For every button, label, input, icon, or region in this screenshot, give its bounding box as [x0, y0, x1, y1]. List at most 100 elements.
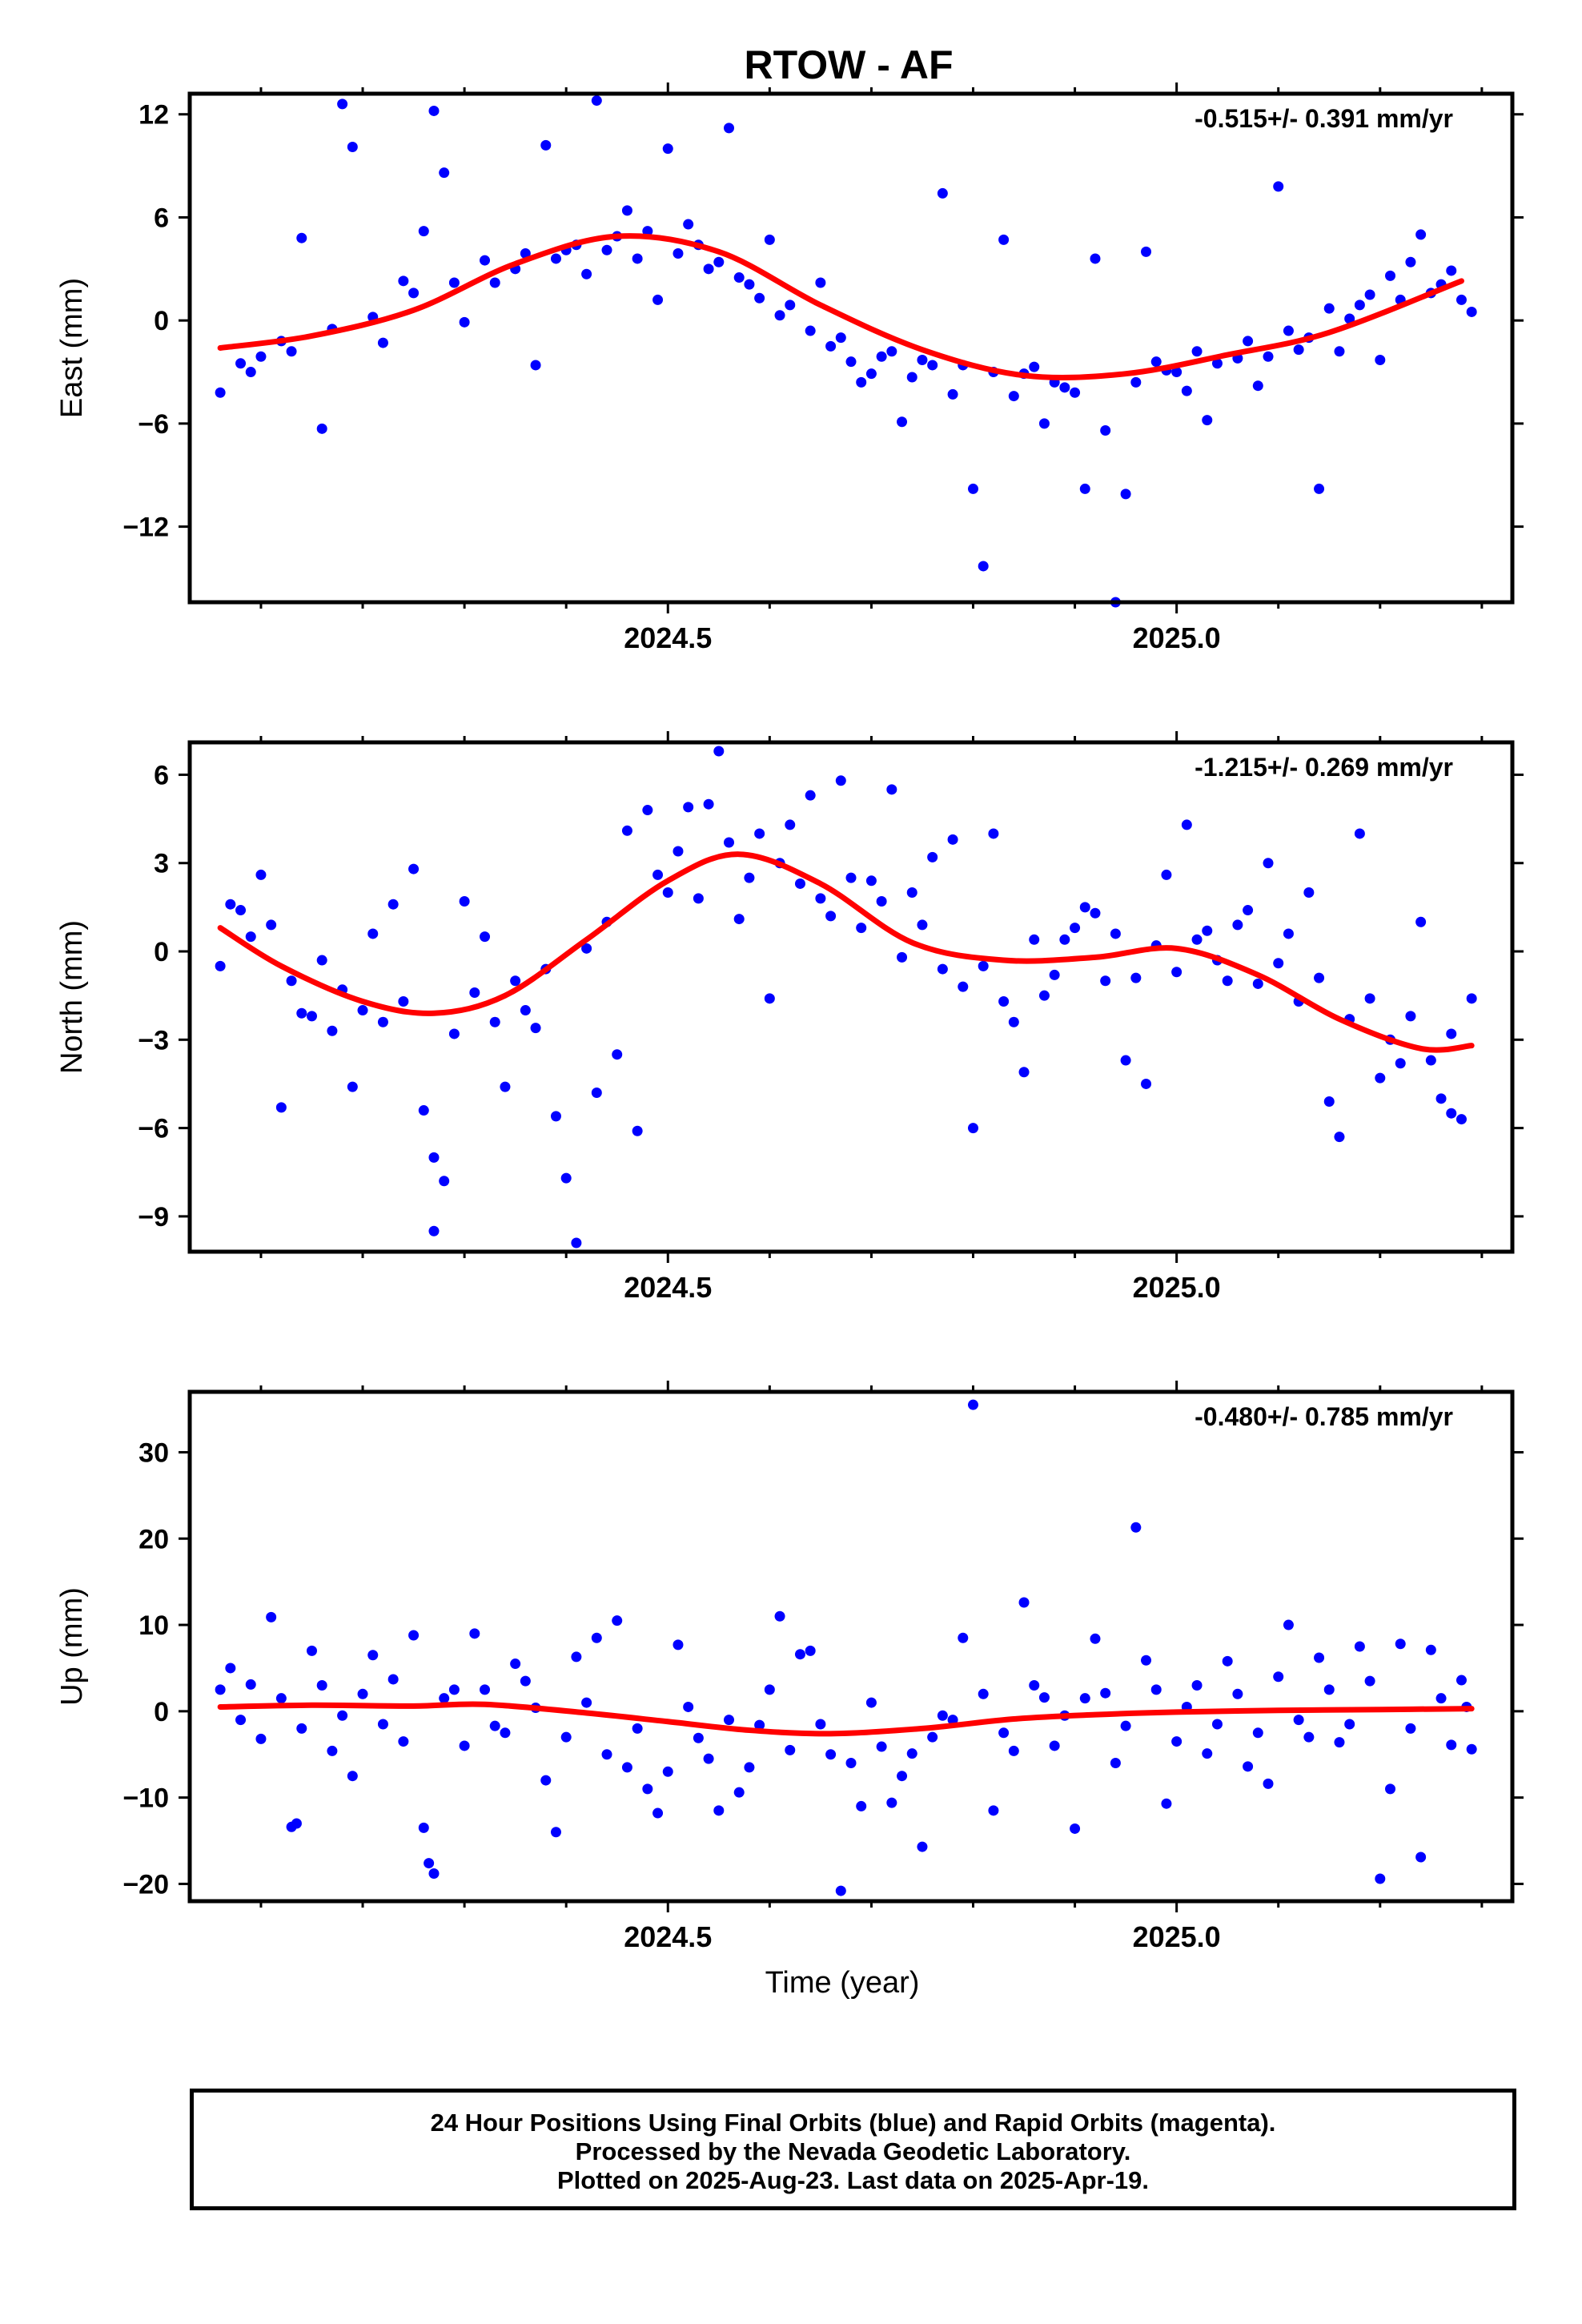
data-point	[1456, 1114, 1467, 1125]
data-point	[428, 105, 440, 116]
data-point	[469, 1628, 480, 1639]
data-point	[794, 1649, 805, 1660]
data-point	[927, 851, 938, 862]
data-point	[1375, 355, 1386, 366]
data-point	[1110, 1758, 1121, 1769]
data-point	[1191, 934, 1203, 945]
data-point	[652, 294, 664, 305]
data-point	[897, 1771, 908, 1782]
footer-caption-box: 24 Hour Positions Using Final Orbits (bl…	[190, 2089, 1516, 2210]
data-point	[1038, 418, 1050, 429]
data-point	[845, 1758, 857, 1769]
data-point	[316, 955, 327, 966]
data-point	[1130, 1522, 1142, 1533]
data-point	[1283, 1619, 1294, 1630]
data-point	[1211, 1719, 1223, 1730]
data-point	[367, 928, 379, 939]
data-point	[245, 1679, 256, 1690]
data-point	[978, 561, 989, 572]
data-point	[825, 911, 837, 922]
data-point	[480, 931, 491, 943]
data-point	[1446, 1028, 1457, 1039]
panels: 2024.5 2025.0 −12 −6 0 6 12 East (mm) -0.515+/- …	[55, 82, 1524, 1953]
data-point	[693, 893, 704, 904]
data-point	[927, 360, 938, 371]
data-point	[1038, 990, 1050, 1001]
data-point	[1018, 1067, 1030, 1078]
data-point	[1354, 300, 1365, 311]
data-point	[1425, 1644, 1436, 1655]
data-point	[865, 1697, 877, 1708]
data-point	[733, 1787, 745, 1798]
data-point	[316, 423, 327, 434]
data-point	[1273, 958, 1284, 969]
data-point	[998, 1727, 1010, 1739]
data-point	[418, 1822, 429, 1833]
data-point	[1130, 972, 1142, 983]
data-point	[1191, 346, 1203, 357]
data-point	[1375, 1873, 1386, 1884]
data-point	[612, 1615, 623, 1626]
data-point	[1090, 253, 1101, 264]
data-point	[876, 896, 887, 907]
data-point	[601, 1749, 612, 1760]
x-tick-label: 2025.0	[1133, 1271, 1221, 1304]
data-point	[967, 1399, 978, 1410]
data-point	[1354, 828, 1365, 839]
data-point	[1049, 1740, 1060, 1751]
data-point	[448, 1684, 460, 1695]
data-point	[724, 1715, 735, 1726]
fit-curve	[217, 851, 1475, 1053]
data-point	[937, 187, 948, 199]
data-point	[845, 872, 857, 883]
data-point	[1334, 1132, 1345, 1143]
data-point	[489, 1720, 500, 1731]
data-point	[733, 272, 745, 283]
data-point	[978, 1688, 989, 1699]
data-point	[683, 802, 694, 813]
data-point	[286, 975, 297, 987]
data-point	[1252, 1727, 1263, 1739]
data-point	[398, 1736, 409, 1747]
data-point	[876, 351, 887, 362]
data-point	[377, 337, 388, 348]
data-point	[428, 1225, 440, 1236]
data-point	[448, 277, 460, 288]
data-point	[856, 1800, 867, 1811]
data-point	[1273, 181, 1284, 192]
data-point	[1110, 928, 1121, 939]
data-point	[306, 1645, 317, 1656]
data-point	[1364, 993, 1375, 1004]
data-point	[215, 960, 226, 971]
y-tick-label: 12	[139, 100, 169, 131]
data-point	[1191, 1680, 1203, 1691]
data-point	[1395, 1638, 1406, 1650]
data-point	[500, 1727, 511, 1739]
data-point	[1354, 1641, 1365, 1652]
data-point	[591, 1087, 602, 1098]
data-point	[1070, 1823, 1081, 1834]
y-tick-label: −10	[122, 1783, 169, 1814]
data-point	[1435, 1693, 1447, 1704]
x-tick-label: 2024.5	[624, 1271, 712, 1304]
data-point	[865, 368, 877, 380]
data-point	[1323, 1096, 1335, 1108]
data-point	[703, 1753, 714, 1764]
data-point	[215, 1684, 226, 1695]
data-point	[886, 346, 897, 357]
x-axis-label: Time (year)	[765, 1966, 920, 2000]
data-point	[724, 123, 735, 134]
data-point	[897, 951, 908, 963]
data-point	[408, 863, 420, 875]
data-point	[774, 310, 785, 321]
data-point	[550, 1827, 561, 1838]
data-point	[520, 1005, 531, 1016]
data-point	[621, 825, 632, 836]
data-point	[428, 1152, 440, 1163]
data-point	[865, 875, 877, 887]
data-point	[550, 253, 561, 264]
data-point	[794, 878, 805, 889]
data-point	[998, 996, 1010, 1007]
data-point	[835, 332, 846, 344]
